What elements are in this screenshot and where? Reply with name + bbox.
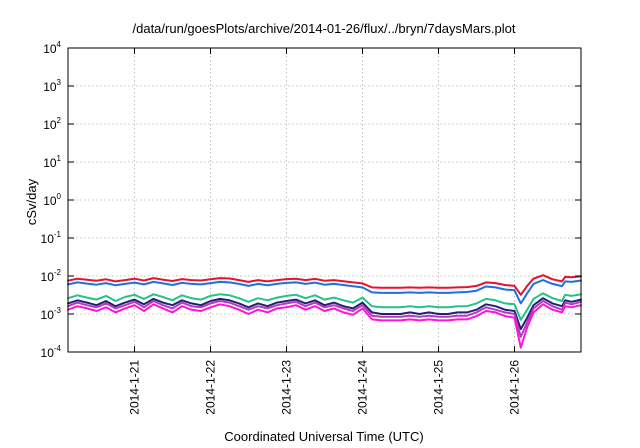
- x-tick-label: 2014-1-26: [508, 360, 522, 415]
- series-group: [67, 274, 582, 349]
- y-tick-label: 10-4: [41, 344, 62, 360]
- series-line-1: [67, 274, 582, 296]
- series-line-4: [67, 297, 582, 331]
- y-tick-label: 10-2: [41, 268, 62, 284]
- tick-marks: [68, 47, 581, 353]
- y-tick-label: 101: [43, 154, 61, 170]
- x-tick-label: 2014-1-25: [432, 360, 446, 415]
- x-tick-label: 2014-1-22: [204, 360, 218, 415]
- series-line-3: [67, 292, 582, 321]
- x-tick-label: 2014-1-21: [128, 360, 142, 415]
- x-tick-labels: 2014-1-21 2014-1-22 2014-1-23 2014-1-24 2014…: [128, 360, 522, 415]
- y-tick-label: 10-3: [41, 306, 62, 322]
- series-line-6: [67, 303, 582, 349]
- y-tick-labels: 10-4 10-3 10-2 10-1 100 101 102 103 104: [41, 40, 62, 360]
- x-tick-label: 2014-1-24: [356, 360, 370, 415]
- series-line-5: [67, 300, 582, 338]
- chart-title: /data/run/goesPlots/archive/2014-01-26/f…: [133, 21, 516, 36]
- y-tick-label: 100: [43, 192, 61, 208]
- y-tick-label: 103: [43, 78, 61, 94]
- x-axis-label: Coordinated Universal Time (UTC): [224, 429, 423, 444]
- y-tick-label: 102: [43, 116, 61, 132]
- y-axis-label: cSv/day: [24, 178, 39, 225]
- x-tick-label: 2014-1-23: [280, 360, 294, 415]
- y-tick-label: 10-1: [41, 230, 62, 246]
- series-line-2: [67, 279, 582, 305]
- y-tick-label: 104: [43, 40, 61, 56]
